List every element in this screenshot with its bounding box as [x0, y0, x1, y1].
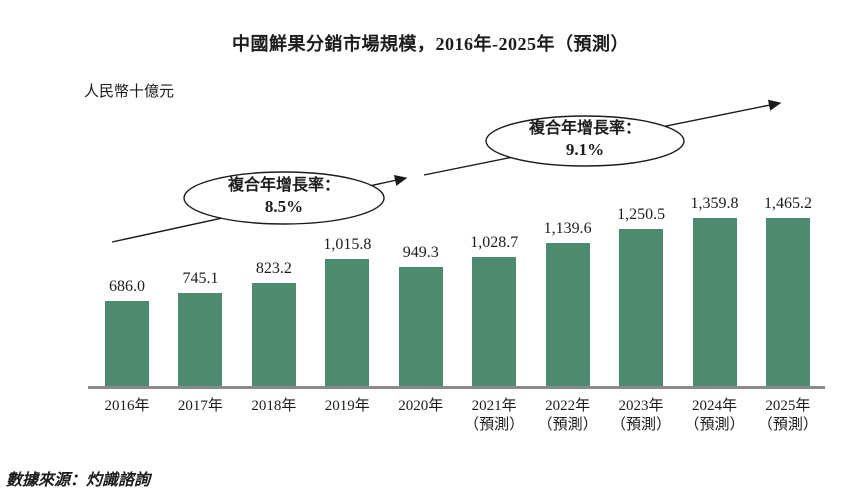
bar — [619, 229, 664, 388]
bar-value-label: 745.1 — [182, 270, 219, 287]
bar — [251, 283, 296, 388]
x-tick-label: 2025年 （預測） — [758, 397, 818, 435]
x-axis-line — [88, 386, 825, 389]
bar-column: 686.0 2016年 — [96, 195, 158, 435]
bar — [472, 257, 517, 388]
x-tick-forecast-note: （預測） — [537, 417, 598, 433]
x-tick-label: 2016年 — [104, 397, 149, 416]
bar-area: 949.3 — [390, 195, 452, 388]
bar — [325, 259, 370, 388]
bar-value-label: 1,139.6 — [543, 220, 592, 237]
chart-title: 中國鮮果分銷市場規模，2016年-2025年（預測） — [232, 34, 629, 54]
bar-value-label: 686.0 — [109, 278, 145, 295]
x-tick-year: 2025年 — [765, 398, 811, 414]
x-tick-label: 2019年 — [325, 397, 370, 416]
bar-value-label: 1,250.5 — [617, 206, 666, 223]
x-tick-label: 2024年 （預測） — [684, 397, 744, 435]
bar-area: 1,250.5 — [610, 195, 672, 388]
x-tick-forecast-note: （預測） — [684, 417, 745, 433]
bar-area: 1,465.2 — [757, 195, 819, 388]
x-tick-year: 2016年 — [104, 398, 150, 414]
bar-column: 745.1 2017年 — [169, 195, 231, 435]
cagr-annotation-1: 複合年增長率： 8.5% — [184, 176, 384, 217]
bar-area: 1,359.8 — [684, 195, 746, 388]
bar-column: 1,028.7 2021年 （預測） — [463, 195, 525, 435]
bar-value-label: 1,359.8 — [690, 195, 739, 212]
x-tick-year: 2020年 — [398, 398, 444, 414]
bar-column: 1,359.8 2024年 （預測） — [684, 195, 746, 435]
bar-column: 1,465.2 2025年 （預測） — [757, 195, 819, 435]
x-tick-forecast-note: （預測） — [611, 417, 672, 433]
bar — [398, 267, 443, 388]
bar-value-label: 949.3 — [402, 244, 439, 261]
bar-column: 949.3 2020年 — [390, 195, 452, 435]
x-tick-forecast-note: （預測） — [464, 417, 525, 433]
cagr-value-2: 9.1% — [565, 140, 605, 159]
x-tick-year: 2021年 — [471, 398, 517, 414]
bar — [105, 301, 149, 388]
bar — [692, 218, 737, 388]
cagr-label-2: 複合年增長率： — [528, 120, 641, 137]
x-tick-year: 2022年 — [545, 398, 591, 414]
x-tick-label: 2018年 — [251, 397, 296, 416]
x-tick-label: 2023年 （預測） — [611, 397, 671, 435]
cagr-value-1: 8.5% — [264, 197, 304, 216]
x-tick-year: 2018年 — [251, 398, 297, 414]
x-tick-year: 2019年 — [324, 398, 370, 414]
bar-value-label: 823.2 — [255, 260, 292, 277]
x-tick-label: 2017年 — [178, 397, 223, 416]
x-tick-year: 2017年 — [177, 398, 223, 414]
bar-area: 1,028.7 — [463, 195, 525, 388]
cagr-label-1: 複合年增長率： — [227, 177, 340, 194]
x-tick-forecast-note: （預測） — [757, 417, 818, 433]
bar — [178, 293, 223, 388]
bar — [765, 218, 810, 388]
bar-area: 686.0 — [96, 195, 158, 388]
bar-value-label: 1,015.8 — [323, 236, 372, 253]
x-tick-label: 2022年 （預測） — [538, 397, 598, 435]
x-tick-label: 2021年 （預測） — [464, 397, 524, 435]
source-note: 數據來源：灼識諮詢 — [6, 472, 151, 489]
bar-area: 745.1 — [169, 195, 231, 388]
bar-area: 1,139.6 — [537, 195, 599, 388]
bar-area: 1,015.8 — [316, 195, 378, 388]
x-tick-year: 2024年 — [691, 398, 737, 414]
bar-value-label: 1,465.2 — [763, 195, 812, 212]
bar — [545, 243, 590, 388]
bar-column: 1,015.8 2019年 — [316, 195, 378, 435]
bar-chart: 686.0 2016年 745.1 2017年 823.2 2018年 1,015.8 201… — [90, 195, 825, 435]
bar-column: 1,250.5 2023年 （預測） — [610, 195, 672, 435]
bar-area: 823.2 — [243, 195, 305, 388]
bar-column: 1,139.6 2022年 （預測） — [537, 195, 599, 435]
y-axis-unit-label: 人民幣十億元 — [84, 84, 175, 100]
bar-value-label: 1,028.7 — [470, 234, 519, 251]
bar-column: 823.2 2018年 — [243, 195, 305, 435]
x-tick-year: 2023年 — [618, 398, 664, 414]
cagr-annotation-2: 複合年增長率： 9.1% — [485, 119, 685, 160]
x-tick-label: 2020年 — [398, 397, 443, 416]
